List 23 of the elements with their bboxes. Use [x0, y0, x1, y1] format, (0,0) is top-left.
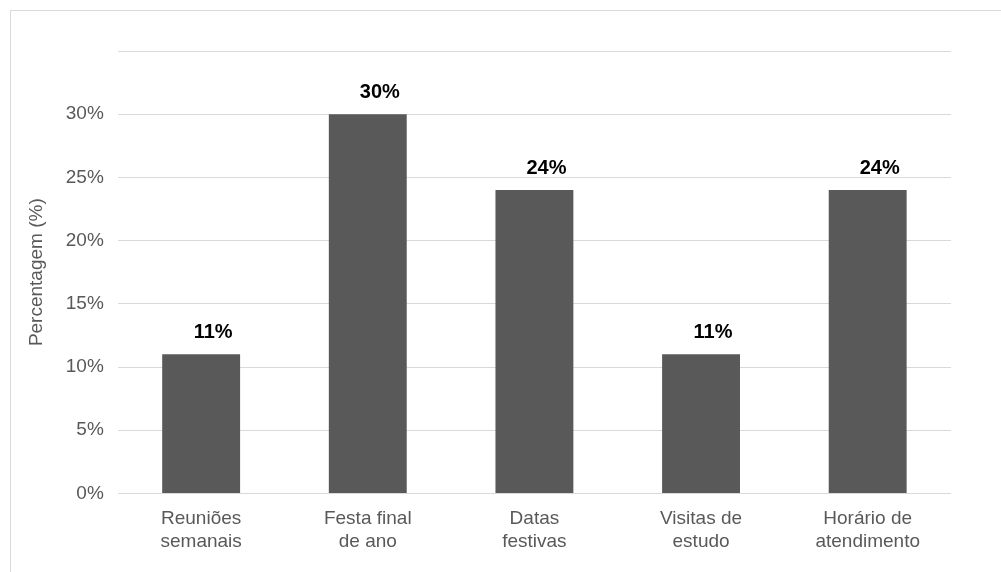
y-tick-label: 30%: [65, 102, 104, 124]
data-label: 30%: [359, 79, 401, 102]
data-label: 24%: [859, 155, 900, 178]
bar: [495, 190, 574, 493]
x-tick-label: Festa final de ano: [323, 507, 412, 551]
bar: [828, 190, 907, 493]
x-tick-label: Visitas de estudo: [660, 507, 743, 551]
y-tick-label: 10%: [65, 355, 104, 377]
bar: [162, 354, 241, 493]
y-tick-label: 20%: [65, 228, 104, 250]
y-tick-label: 5%: [76, 418, 104, 440]
y-tick-label: 25%: [65, 165, 104, 187]
x-tick-label: Horário de atendimento: [815, 507, 920, 551]
data-label: 11%: [193, 319, 233, 342]
x-tick-label: Datas festivas: [502, 507, 567, 551]
y-tick-label: 15%: [65, 292, 104, 314]
bar: [662, 354, 740, 493]
x-tick-label: Reuniões semanais: [160, 507, 242, 551]
data-label: 11%: [693, 319, 733, 342]
data-label: 24%: [526, 155, 567, 178]
y-tick-label: 0%: [76, 481, 104, 503]
y-axis-title: Percentagem (%): [24, 198, 46, 347]
bar: [328, 114, 407, 493]
